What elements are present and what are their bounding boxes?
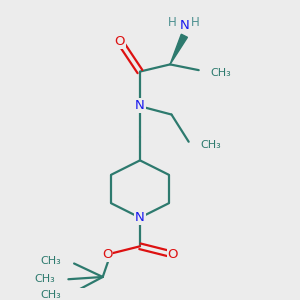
Text: N: N [135, 211, 145, 224]
Text: N: N [179, 19, 189, 32]
Polygon shape [170, 34, 188, 64]
Text: CH₃: CH₃ [201, 140, 221, 150]
Text: O: O [168, 248, 178, 261]
Text: N: N [135, 99, 145, 112]
Text: O: O [102, 248, 112, 261]
Text: CH₃: CH₃ [35, 274, 56, 284]
Text: CH₃: CH₃ [40, 290, 61, 300]
Text: CH₃: CH₃ [40, 256, 61, 266]
Text: H: H [191, 16, 200, 29]
Text: O: O [114, 35, 124, 48]
Text: CH₃: CH₃ [211, 68, 232, 78]
Text: H: H [168, 16, 177, 29]
